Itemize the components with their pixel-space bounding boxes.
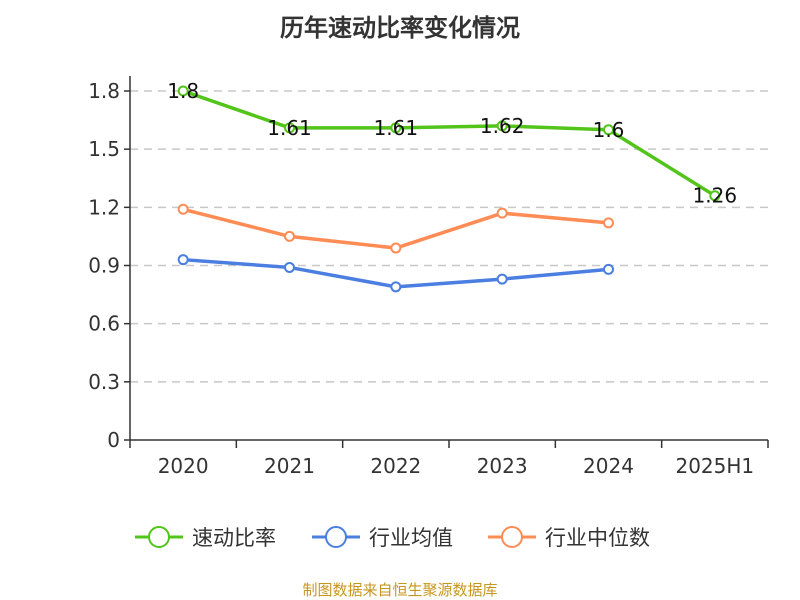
y-tick-label: 1.8 [88,79,120,103]
x-tick-label: 2021 [264,454,315,478]
data-point [284,122,295,134]
data-point [603,124,614,136]
legend-marker [501,526,523,548]
y-tick-label: 0.6 [88,312,120,336]
data-label: 1.6 [593,118,625,142]
data-point [603,263,614,275]
legend-label: 行业中位数 [545,526,650,550]
data-point [496,273,508,285]
y-tick-label: 0 [107,428,120,452]
x-tick-label: 2020 [158,454,209,478]
data-point [496,207,508,219]
x-tick-label: 2025H1 [675,454,754,478]
data-point [177,85,189,97]
series-line-2 [182,207,609,250]
y-tick-label: 0.9 [88,254,120,278]
x-tick-label: 2023 [477,454,528,478]
data-point [284,261,295,273]
x-tick-label: 2024 [583,454,634,478]
series-line-0 [182,89,716,198]
y-tick-label: 0.3 [88,370,120,394]
x-tick-label: 2022 [370,454,421,478]
data-label: 1.61 [374,116,419,140]
data-point [603,217,614,229]
chart-title: 历年速动比率变化情况 [280,14,520,42]
data-point [390,122,402,134]
source-note: 制图数据来自恒生聚源数据库 [302,581,498,599]
data-label: 1.61 [267,116,312,140]
data-point [709,190,721,202]
legend-label: 速动比率 [192,526,276,550]
data-point [496,120,508,132]
legend-marker [148,526,170,548]
y-tick-label: 1.5 [88,137,120,161]
y-tick-label: 1.2 [88,195,120,219]
data-point [177,254,189,266]
legend-label: 行业均值 [369,526,453,550]
data-point [390,242,402,254]
data-point [177,203,189,215]
legend-marker [325,526,347,548]
data-point [390,281,402,293]
data-point [284,230,295,242]
data-label: 1.26 [693,184,738,208]
data-label: 1.8 [167,79,199,103]
data-label: 1.62 [480,114,525,138]
